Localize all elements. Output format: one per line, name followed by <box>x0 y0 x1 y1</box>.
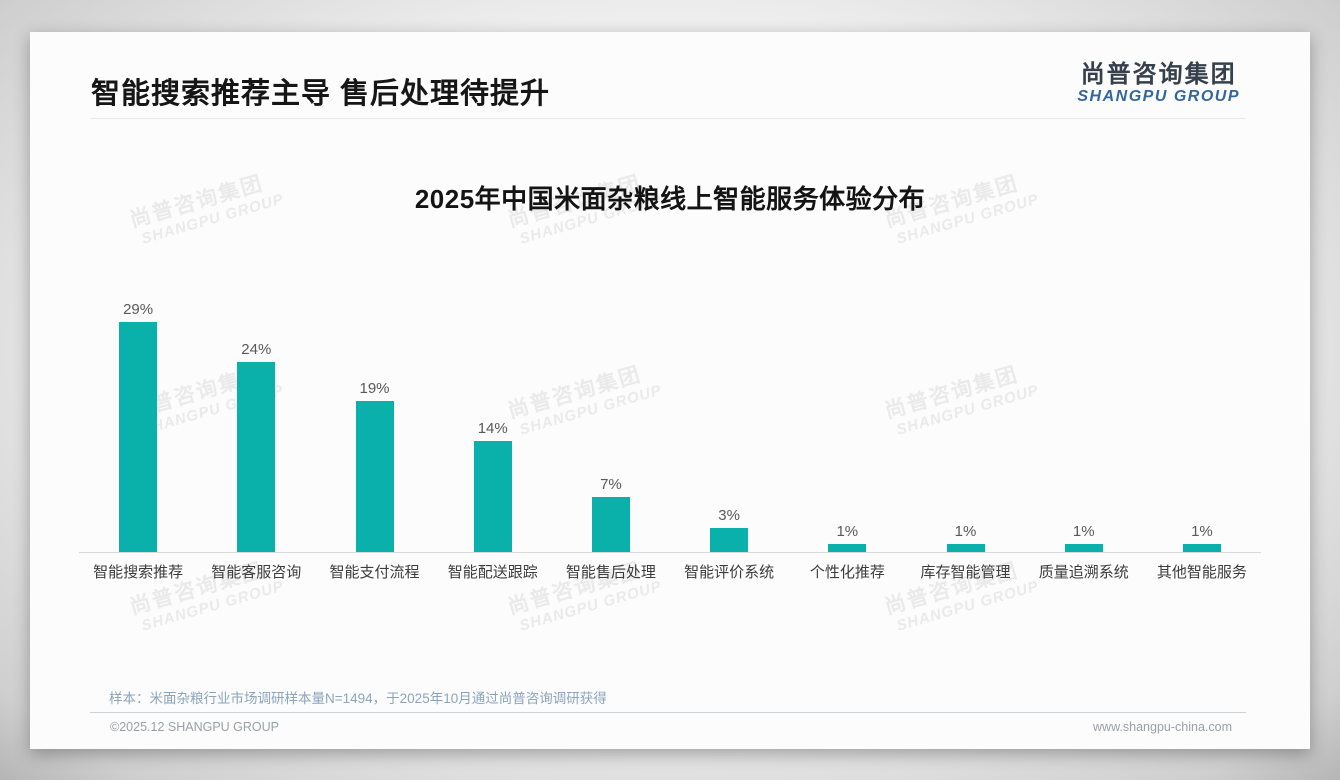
category-label: 库存智能管理 <box>920 564 1011 581</box>
logo-english-name: SHANGPU GROUP <box>1077 88 1240 105</box>
bar-column: 29% <box>79 302 197 552</box>
category-label: 其他智能服务 <box>1156 564 1247 581</box>
bar <box>710 528 749 552</box>
bar <box>828 544 867 552</box>
x-axis-line <box>79 552 1261 553</box>
bar-column: 3% <box>670 508 788 552</box>
company-logo: 尚普咨询集团 SHANGPU GROUP <box>1077 62 1240 106</box>
footer-copyright: ©2025.12 SHANGPU GROUP <box>110 720 279 734</box>
bar <box>473 441 512 552</box>
bar <box>946 544 985 552</box>
category-label: 智能售后处理 <box>565 564 656 581</box>
category-label: 智能配送跟踪 <box>447 564 538 581</box>
header-divider <box>90 118 1246 119</box>
bar-value-label: 29% <box>123 301 154 318</box>
slide-card: 尚普咨询集团 SHANGPU GROUP 尚普咨询集团 SHANGPU GROUP 尚普… <box>30 32 1310 749</box>
bar-column: 7% <box>552 475 670 552</box>
category-row: 智能搜索推荐 智能客服咨询 智能支付流程 智能配送跟踪 智能售后处理 智能评价系统 个性化推… <box>79 563 1261 583</box>
bar-column: 24% <box>197 340 315 552</box>
category-label: 质量追溯系统 <box>1038 564 1129 581</box>
chart-title: 2025年中国米面杂粮线上智能服务体验分布 <box>414 184 926 214</box>
footer: ©2025.12 SHANGPU GROUP www.shangpu-china… <box>110 720 1232 734</box>
bar <box>591 496 630 552</box>
footer-website: www.shangpu-china.com <box>1093 720 1232 734</box>
category-label: 个性化推荐 <box>809 564 885 581</box>
page-title: 智能搜索推荐主导 售后处理待提升 <box>91 78 551 110</box>
bar <box>1064 544 1103 552</box>
category-label: 智能支付流程 <box>329 564 420 581</box>
bar-value-label: 1% <box>1191 523 1213 541</box>
bar-value-label: 1% <box>836 523 859 541</box>
bar-value-label: 1% <box>954 523 977 541</box>
logo-chinese-name: 尚普咨询集团 <box>1080 61 1237 88</box>
footer-divider <box>90 712 1246 713</box>
category-label: 智能客服咨询 <box>211 564 302 581</box>
bar <box>119 322 158 552</box>
category-label: 智能搜索推荐 <box>93 564 184 581</box>
bar-value-label: 19% <box>359 380 390 398</box>
bar-column: 19% <box>315 381 433 552</box>
bar-column: 1% <box>788 524 906 552</box>
bar <box>237 361 276 552</box>
bar-value-label: 7% <box>600 475 622 493</box>
bar-value-label: 24% <box>241 340 272 358</box>
plot-area: 29% 24% 19% 14% 7% 3% 1% 1% 1% 1% <box>79 287 1261 552</box>
bar-value-label: 14% <box>477 420 508 437</box>
bar-column: 1% <box>1143 524 1261 552</box>
bar-value-label: 1% <box>1072 523 1095 541</box>
bar-value-label: 3% <box>718 507 740 525</box>
bar-column: 1% <box>906 524 1024 552</box>
sample-note: 样本：米面杂粮行业市场调研样本量N=1494，于2025年10月通过尚普咨询调研… <box>109 691 607 706</box>
category-label: 智能评价系统 <box>684 564 775 581</box>
bar <box>355 401 394 552</box>
bar-column: 14% <box>434 421 552 552</box>
bar-column: 1% <box>1025 524 1143 552</box>
bar <box>1182 544 1221 552</box>
